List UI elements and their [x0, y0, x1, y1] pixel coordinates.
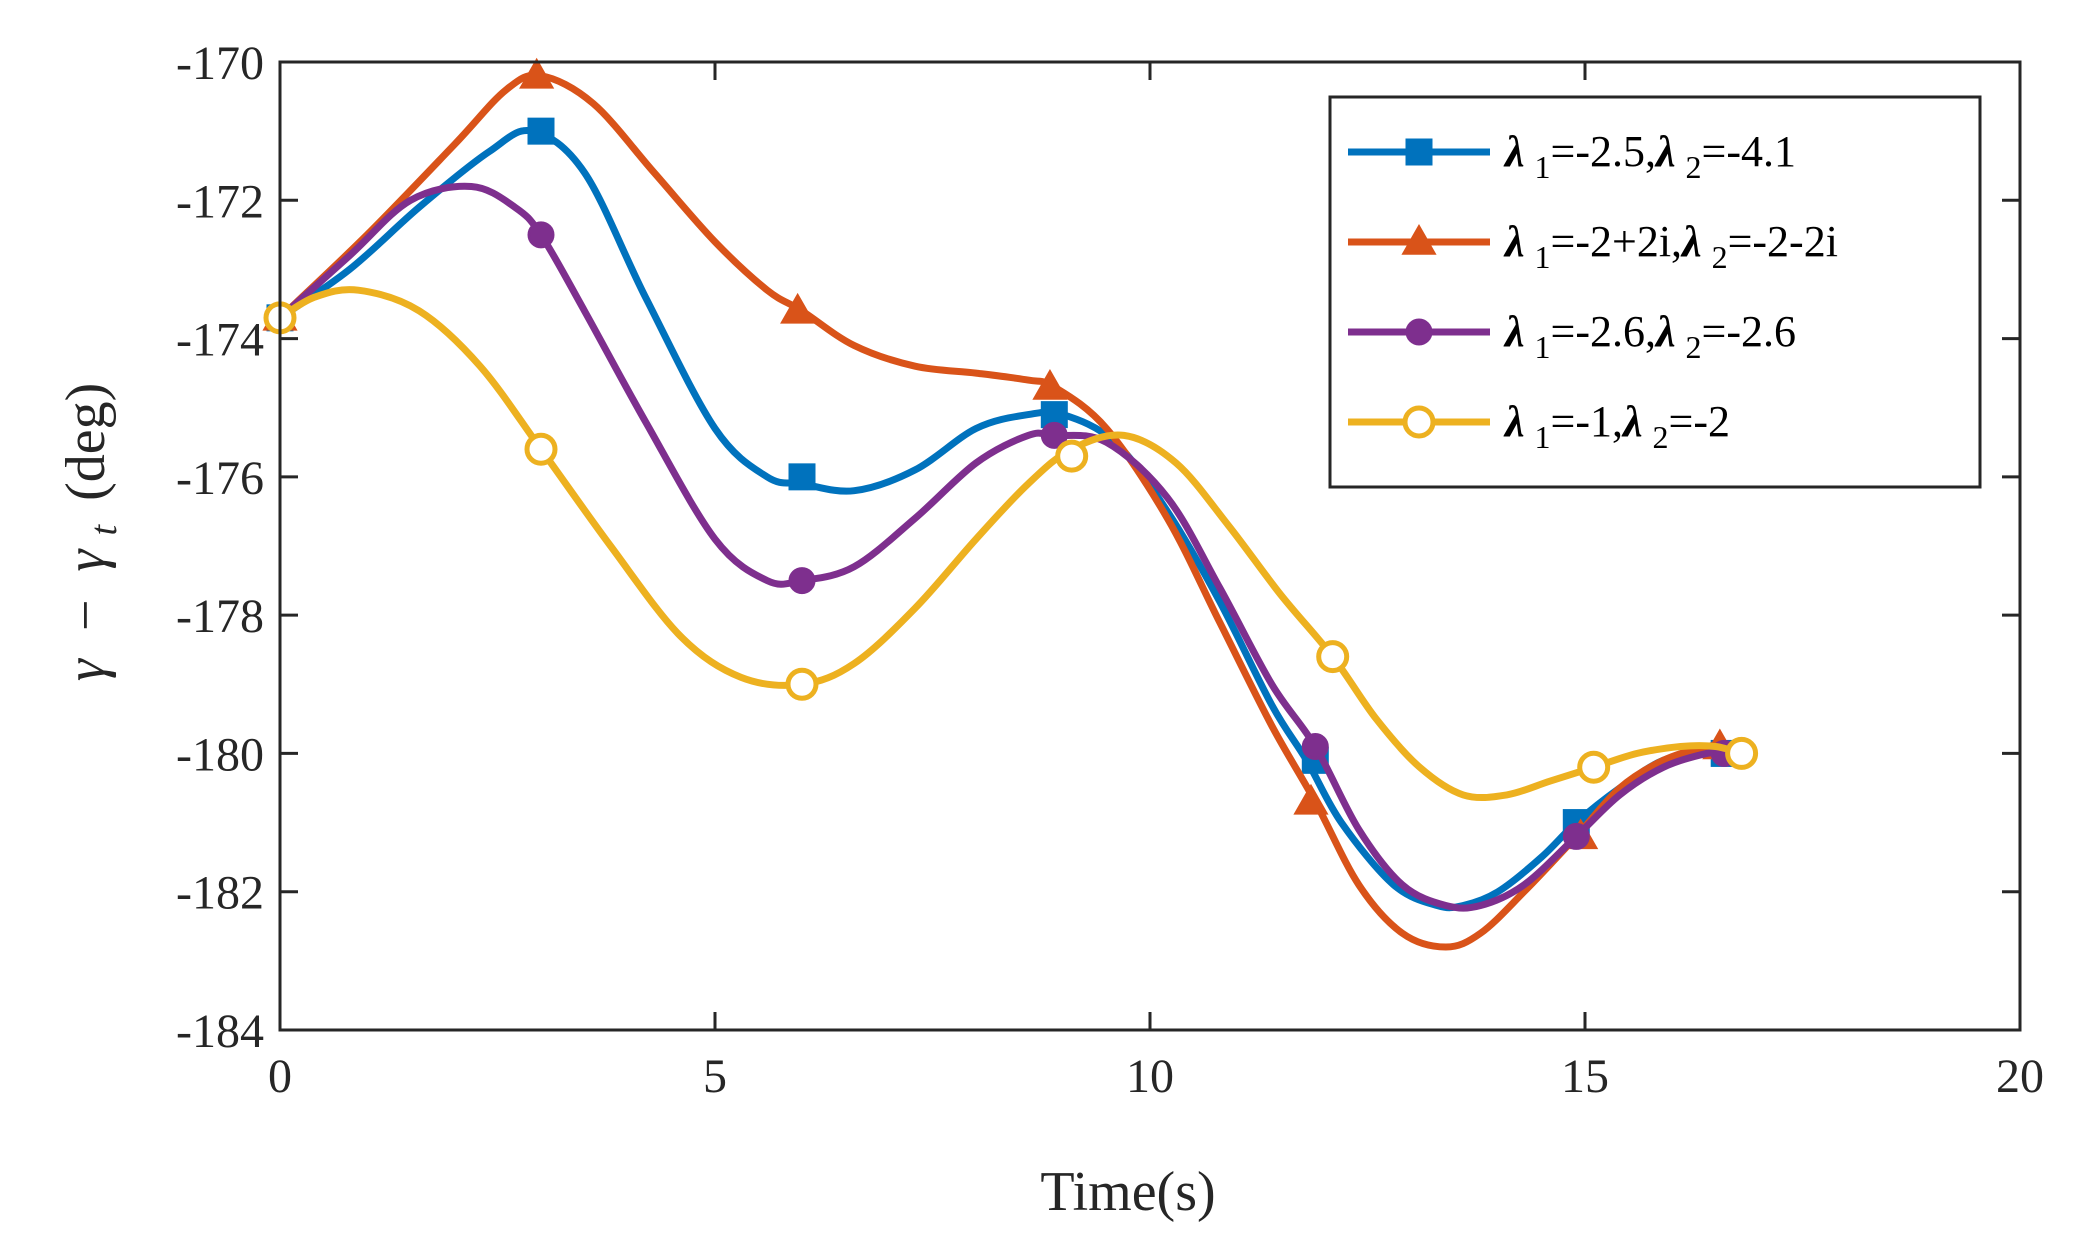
- data-point: [785, 667, 819, 701]
- series-4: [263, 286, 1759, 802]
- data-point: [524, 432, 558, 466]
- data-point: [1293, 783, 1329, 815]
- y-label-gamma: γ: [55, 657, 117, 681]
- series-line-1: [276, 127, 1728, 912]
- y-label-unit: (deg): [55, 383, 117, 501]
- data-point: [1577, 750, 1611, 784]
- legend-label: λ 1=-1,λ 2=-2: [1503, 397, 1730, 455]
- legend-label: λ 1=-2.5,λ 2=-4.1: [1503, 127, 1796, 185]
- x-tick-label: 5: [703, 1050, 727, 1103]
- data-point: [1562, 822, 1590, 850]
- y-label-subscript: t: [83, 523, 125, 535]
- legend-item-2: λ 1=-2+2i,λ 2=-2-2i: [1348, 217, 1838, 275]
- series-layer: [262, 57, 1759, 951]
- x-axis-label: Time(s): [1040, 1161, 1215, 1223]
- data-point: [788, 463, 816, 491]
- y-label-minus: −: [55, 600, 117, 632]
- y-tick-label: -178: [176, 590, 264, 643]
- legend-marker: [1405, 318, 1433, 346]
- legend: λ 1=-2.5,λ 2=-4.1 λ 1=-2+2i,λ 2=-2-2i λ 1=-2.6,…: [1328, 95, 1982, 489]
- data-point: [519, 57, 555, 89]
- y-tick-label: -182: [176, 867, 264, 920]
- series-line-2: [276, 71, 1728, 951]
- y-label-gamma-t: γ: [55, 548, 117, 572]
- data-point: [527, 117, 555, 145]
- y-tick-label: -184: [176, 1005, 264, 1058]
- y-tick-label: -176: [176, 452, 264, 505]
- y-tick-label: -170: [176, 37, 264, 90]
- y-axis-label: γ − γ t (deg): [55, 383, 129, 681]
- y-tick-label: -174: [176, 314, 264, 367]
- data-point: [1040, 421, 1068, 449]
- legend-item-4: λ 1=-1,λ 2=-2: [1348, 397, 1730, 455]
- y-tick-label: -172: [176, 175, 264, 228]
- legend-items: λ 1=-2.5,λ 2=-4.1 λ 1=-2+2i,λ 2=-2-2i λ 1=-2.6,…: [1348, 127, 1838, 455]
- legend-marker: [1402, 405, 1436, 439]
- legend-label: λ 1=-2.6,λ 2=-2.6: [1503, 307, 1796, 365]
- legend-marker: [1401, 223, 1437, 255]
- x-tick-label: 15: [1561, 1050, 1609, 1103]
- y-tick-label: -180: [176, 728, 264, 781]
- legend-item-1: λ 1=-2.5,λ 2=-4.1: [1348, 127, 1796, 185]
- x-tick-label: 0: [268, 1050, 292, 1103]
- data-point: [788, 567, 816, 595]
- legend-label: λ 1=-2+2i,λ 2=-2-2i: [1503, 217, 1838, 275]
- data-point: [1032, 368, 1068, 400]
- data-point: [1725, 736, 1759, 770]
- x-tick-labels: 0 5 10 15 20: [268, 1050, 2044, 1103]
- legend-marker: [1405, 138, 1433, 166]
- data-point: [780, 292, 816, 324]
- data-point: [1301, 733, 1329, 761]
- legend-item-3: λ 1=-2.6,λ 2=-2.6: [1348, 307, 1796, 365]
- data-point: [1316, 640, 1350, 674]
- x-tick-label: 10: [1126, 1050, 1174, 1103]
- x-tick-label: 20: [1996, 1050, 2044, 1103]
- axes-layer: [278, 60, 2022, 1032]
- data-point: [527, 221, 555, 249]
- y-tick-labels: -184 -182 -180 -178 -176 -174 -172 -170: [176, 37, 264, 1058]
- data-point: [1055, 439, 1089, 473]
